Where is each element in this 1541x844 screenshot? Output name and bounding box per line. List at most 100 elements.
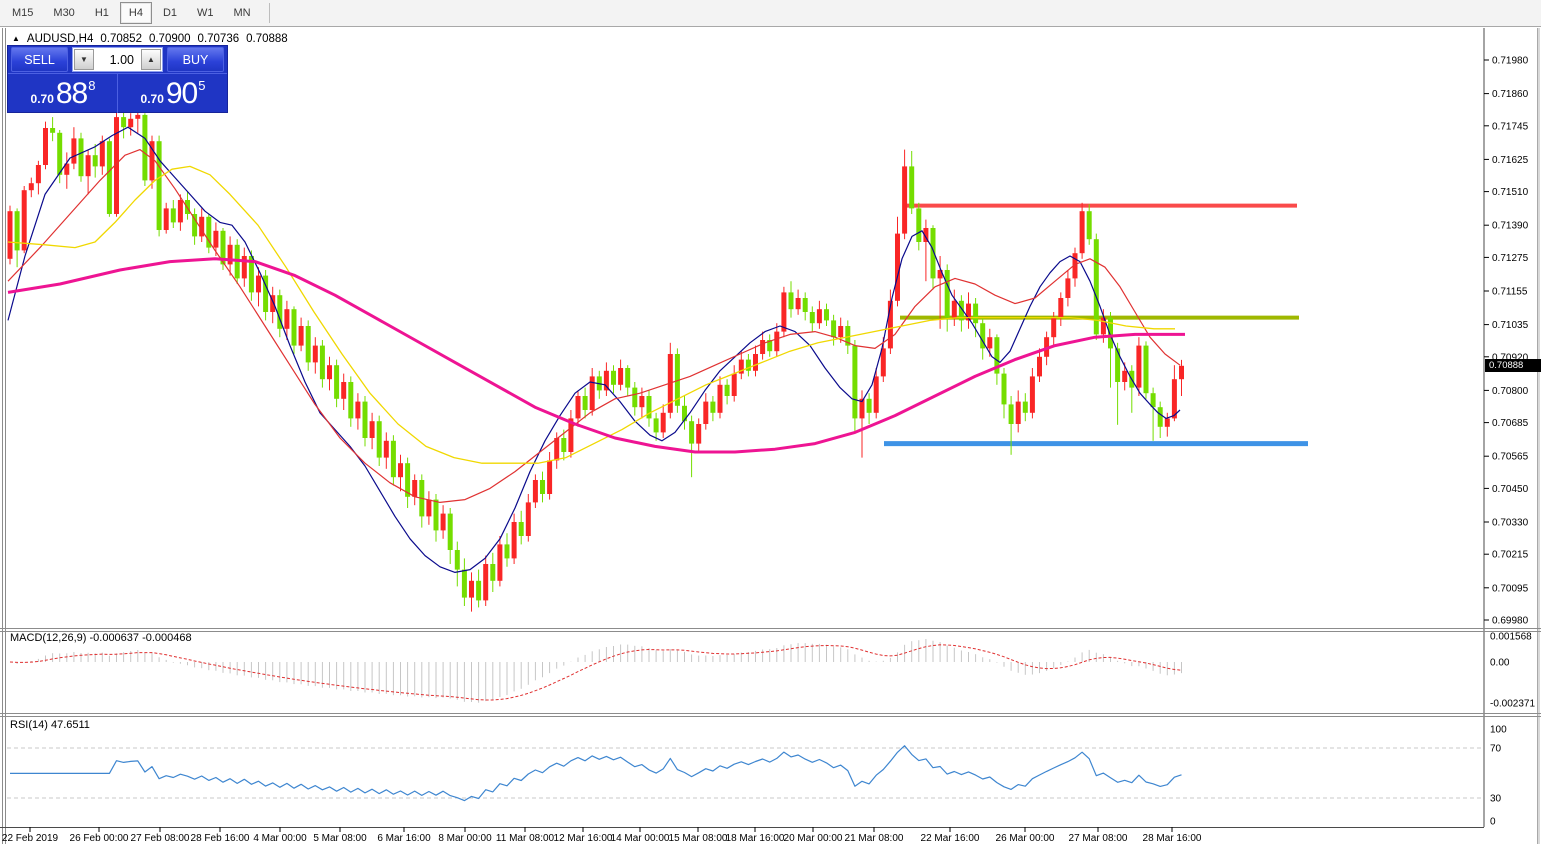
- candle: [256, 275, 261, 293]
- candle: [298, 326, 304, 346]
- candle: [1001, 373, 1007, 405]
- candle: [1022, 401, 1028, 413]
- macd-histogram: [16, 639, 1182, 703]
- time-tick-label: 27 Mar 08:00: [1069, 833, 1128, 844]
- candle: [206, 216, 212, 248]
- candle: [582, 396, 588, 410]
- price-tick-label: 0.70215: [1492, 550, 1529, 561]
- tab-timeframe-m30[interactable]: M30: [53, 7, 75, 19]
- candle: [682, 405, 687, 422]
- time-tick-label: 12 Mar 16:00: [554, 833, 613, 844]
- tab-timeframe-d1[interactable]: D1: [162, 7, 177, 19]
- candle: [1086, 211, 1092, 240]
- candle: [476, 580, 482, 601]
- sell-price-area[interactable]: 0.70 88 8: [8, 74, 118, 113]
- candle: [121, 117, 127, 128]
- candle: [319, 345, 325, 380]
- tab-timeframe-h4[interactable]: H4: [119, 2, 152, 24]
- candle: [895, 233, 900, 301]
- candle: [106, 141, 112, 214]
- buy-price-area[interactable]: 0.70 90 5: [118, 74, 227, 113]
- candle: [1093, 239, 1099, 335]
- candle: [966, 303, 971, 321]
- buy-price-big: 90: [165, 76, 198, 110]
- ma-long-magenta: [7, 257, 1185, 454]
- price-tick-label: 0.70685: [1492, 418, 1529, 429]
- candle: [1179, 365, 1184, 380]
- tab-timeframe-m15[interactable]: M15: [12, 7, 34, 19]
- candle: [376, 421, 382, 458]
- macd-signal-line: [9, 644, 1182, 701]
- volume-field[interactable]: ▼ 1.00 ▲: [72, 47, 163, 72]
- price-tick-label: 0.70095: [1492, 583, 1529, 594]
- ohlc-low: 0.70736: [197, 33, 240, 45]
- time-tick-label: 18 Mar 16:00: [726, 833, 785, 844]
- candle: [731, 373, 737, 396]
- candle: [738, 359, 744, 374]
- volume-decrease-button[interactable]: ▼: [74, 49, 94, 70]
- candle: [270, 295, 276, 312]
- price-tick-label: 0.70800: [1492, 386, 1529, 397]
- candle: [78, 138, 84, 177]
- candle: [305, 326, 311, 363]
- one-click-trade-panel: SELL ▼ 1.00 ▲ BUY 0.70 88 8 0.70 90 5: [8, 46, 227, 113]
- ma-mid-red: [7, 149, 1181, 503]
- candle: [887, 300, 893, 349]
- price-tick-label: 0.71745: [1492, 121, 1529, 132]
- toolbar-separator: [268, 3, 270, 23]
- candle: [618, 368, 624, 385]
- candle: [589, 376, 595, 410]
- time-tick-label: 22 Mar 16:00: [921, 833, 980, 844]
- candle: [937, 270, 943, 279]
- tab-timeframe-h1[interactable]: H1: [94, 7, 109, 19]
- sell-price-pipette: 8: [88, 78, 96, 93]
- candle: [277, 295, 283, 329]
- candle: [951, 300, 957, 318]
- candle: [824, 309, 829, 321]
- indicator-scale-label: 70: [1490, 744, 1502, 755]
- candle: [866, 398, 872, 413]
- buy-price-prefix: 0.70: [140, 91, 164, 106]
- time-tick-label: 22 Feb 2019: [2, 833, 59, 844]
- buy-button[interactable]: BUY: [167, 47, 224, 72]
- candle: [930, 228, 936, 279]
- volume-input[interactable]: 1.00: [109, 52, 134, 67]
- candle: [447, 513, 453, 550]
- sell-price-prefix: 0.70: [30, 91, 54, 106]
- time-tick-label: 11 Mar 08:00: [496, 833, 555, 844]
- candle: [611, 370, 616, 385]
- candle: [632, 387, 638, 408]
- volume-increase-button[interactable]: ▲: [141, 49, 161, 70]
- candle: [1079, 211, 1085, 254]
- candle: [1164, 418, 1170, 427]
- tab-timeframe-mn[interactable]: MN: [233, 7, 251, 19]
- candle: [1029, 376, 1035, 413]
- rsi-value: 47.6511: [50, 719, 90, 731]
- candle: [334, 365, 340, 399]
- tab-timeframe-w1[interactable]: W1: [197, 7, 214, 19]
- candle: [35, 165, 41, 184]
- candle: [689, 421, 695, 444]
- candle: [99, 141, 105, 167]
- candle: [1065, 278, 1071, 298]
- time-tick-label: 27 Feb 08:00: [131, 833, 190, 844]
- window-border-right: [1537, 28, 1540, 844]
- candle: [263, 275, 269, 312]
- candle: [717, 384, 723, 413]
- candle: [85, 155, 91, 177]
- sell-button[interactable]: SELL: [11, 47, 68, 72]
- time-tick-label: 26 Feb 00:00: [70, 833, 129, 844]
- candle: [923, 228, 929, 242]
- candle: [1058, 298, 1064, 318]
- candle: [192, 214, 198, 237]
- candle: [625, 368, 631, 388]
- candle: [50, 128, 56, 133]
- candle: [703, 401, 709, 424]
- up-triangle-icon: ▲: [12, 33, 20, 43]
- sell-price-big: 88: [55, 76, 88, 110]
- ma-slow-yellow: [7, 165, 1175, 464]
- candle: [710, 401, 716, 413]
- candle: [540, 480, 545, 494]
- price-tick-label: 0.71625: [1492, 155, 1529, 166]
